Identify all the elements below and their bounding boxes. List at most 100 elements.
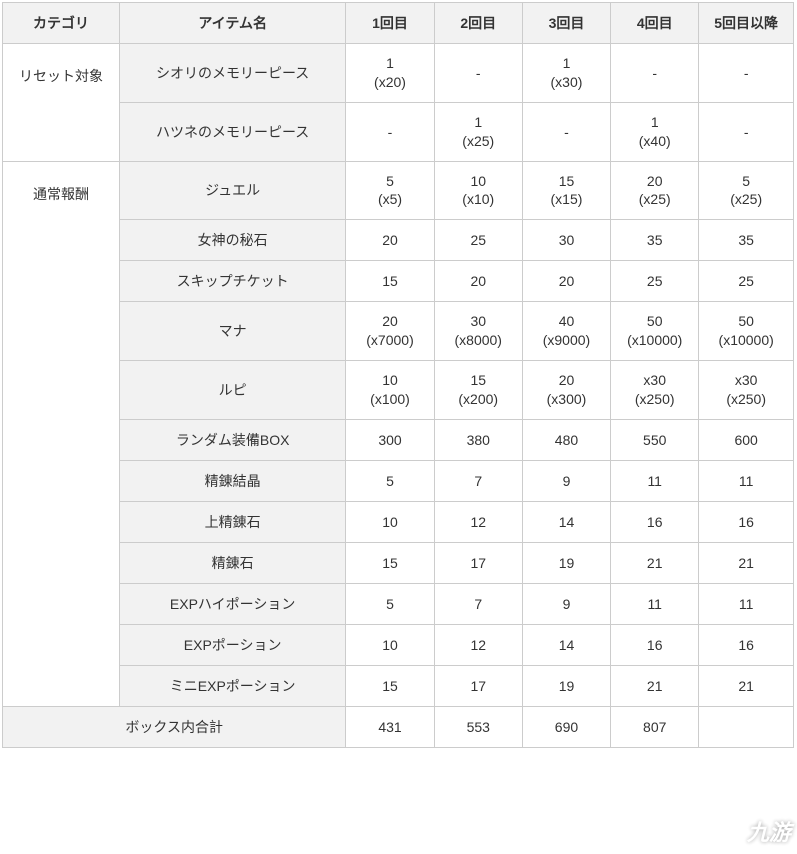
table-row: 上精錬石 10 12 14 16 16 xyxy=(3,501,794,542)
cell: 35 xyxy=(699,220,794,261)
cell: 15 xyxy=(346,261,434,302)
cell: 11 xyxy=(699,583,794,624)
cell: 17 xyxy=(434,542,522,583)
cell: 10(x100) xyxy=(346,361,434,420)
cell: 15(x15) xyxy=(522,161,610,220)
col-round4: 4回目 xyxy=(611,3,699,44)
cell: 1(x20) xyxy=(346,44,434,103)
cell: 20(x300) xyxy=(522,361,610,420)
cell: 5 xyxy=(346,583,434,624)
rewards-table: カテゴリ アイテム名 1回目 2回目 3回目 4回目 5回目以降 リセット対象 … xyxy=(2,2,794,748)
cell: x30(x250) xyxy=(699,361,794,420)
watermark: 九游 xyxy=(707,814,791,848)
cell: 1(x30) xyxy=(522,44,610,103)
cell: 25 xyxy=(699,261,794,302)
cell: 12 xyxy=(434,624,522,665)
cell: 10 xyxy=(346,501,434,542)
cell: 480 xyxy=(522,419,610,460)
cell: 30(x8000) xyxy=(434,302,522,361)
cell: 380 xyxy=(434,419,522,460)
item-name: EXPハイポーション xyxy=(119,583,345,624)
total-cell xyxy=(699,706,794,747)
cell: 40(x9000) xyxy=(522,302,610,361)
cell: 21 xyxy=(611,665,699,706)
col-round3: 3回目 xyxy=(522,3,610,44)
cell: 300 xyxy=(346,419,434,460)
cell: 9 xyxy=(522,583,610,624)
item-name: ルピ xyxy=(119,361,345,420)
table-row: ハツネのメモリーピース - 1(x25) - 1(x40) - xyxy=(3,102,794,161)
cell: 20 xyxy=(522,261,610,302)
cell: 11 xyxy=(611,583,699,624)
cell: 9 xyxy=(522,460,610,501)
col-round2: 2回目 xyxy=(434,3,522,44)
watermark-swirl-icon xyxy=(707,814,741,848)
item-name: ジュエル xyxy=(119,161,345,220)
cell: - xyxy=(434,44,522,103)
cell: 30 xyxy=(522,220,610,261)
cell: 21 xyxy=(699,542,794,583)
cell: 50(x10000) xyxy=(699,302,794,361)
cell: 11 xyxy=(611,460,699,501)
category-reset: リセット対象 xyxy=(3,44,120,162)
table-row: 精錬結晶 5 7 9 11 11 xyxy=(3,460,794,501)
cell: 10 xyxy=(346,624,434,665)
cell: 14 xyxy=(522,624,610,665)
cell: 5(x5) xyxy=(346,161,434,220)
cell: 16 xyxy=(699,624,794,665)
cell: 25 xyxy=(434,220,522,261)
cell: 10(x10) xyxy=(434,161,522,220)
table-row: 精錬石 15 17 19 21 21 xyxy=(3,542,794,583)
table-row: マナ 20(x7000) 30(x8000) 40(x9000) 50(x100… xyxy=(3,302,794,361)
col-item: アイテム名 xyxy=(119,3,345,44)
col-round5plus: 5回目以降 xyxy=(699,3,794,44)
cell: 17 xyxy=(434,665,522,706)
cell: 20 xyxy=(434,261,522,302)
table-row: 通常報酬 ジュエル 5(x5) 10(x10) 15(x15) 20(x25) … xyxy=(3,161,794,220)
cell: 35 xyxy=(611,220,699,261)
item-name: ランダム装備BOX xyxy=(119,419,345,460)
item-name: ミニEXPポーション xyxy=(119,665,345,706)
item-name: シオリのメモリーピース xyxy=(119,44,345,103)
cell: 5(x25) xyxy=(699,161,794,220)
item-name: 上精錬石 xyxy=(119,501,345,542)
table-row: ミニEXPポーション 15 17 19 21 21 xyxy=(3,665,794,706)
col-category: カテゴリ xyxy=(3,3,120,44)
cell: 550 xyxy=(611,419,699,460)
cell: 600 xyxy=(699,419,794,460)
item-name: 精錬結晶 xyxy=(119,460,345,501)
cell: x30(x250) xyxy=(611,361,699,420)
total-cell: 807 xyxy=(611,706,699,747)
item-name: 女神の秘石 xyxy=(119,220,345,261)
table-row: ルピ 10(x100) 15(x200) 20(x300) x30(x250) … xyxy=(3,361,794,420)
item-name: スキップチケット xyxy=(119,261,345,302)
cell: 19 xyxy=(522,665,610,706)
total-label: ボックス内合計 xyxy=(3,706,346,747)
cell: 11 xyxy=(699,460,794,501)
cell: 16 xyxy=(699,501,794,542)
cell: - xyxy=(611,44,699,103)
total-cell: 431 xyxy=(346,706,434,747)
cell: 20(x25) xyxy=(611,161,699,220)
watermark-text: 九游 xyxy=(747,815,791,847)
col-round1: 1回目 xyxy=(346,3,434,44)
cell: 21 xyxy=(699,665,794,706)
item-name: ハツネのメモリーピース xyxy=(119,102,345,161)
cell: - xyxy=(522,102,610,161)
table-row: EXPハイポーション 5 7 9 11 11 xyxy=(3,583,794,624)
cell: 1(x25) xyxy=(434,102,522,161)
cell: 50(x10000) xyxy=(611,302,699,361)
table-row: スキップチケット 15 20 20 25 25 xyxy=(3,261,794,302)
category-normal: 通常報酬 xyxy=(3,161,120,706)
cell: 1(x40) xyxy=(611,102,699,161)
cell: - xyxy=(699,44,794,103)
cell: 20 xyxy=(346,220,434,261)
cell: 15(x200) xyxy=(434,361,522,420)
table-row: 女神の秘石 20 25 30 35 35 xyxy=(3,220,794,261)
cell: - xyxy=(699,102,794,161)
cell: 16 xyxy=(611,501,699,542)
total-cell: 690 xyxy=(522,706,610,747)
cell: 19 xyxy=(522,542,610,583)
cell: 21 xyxy=(611,542,699,583)
cell: 12 xyxy=(434,501,522,542)
